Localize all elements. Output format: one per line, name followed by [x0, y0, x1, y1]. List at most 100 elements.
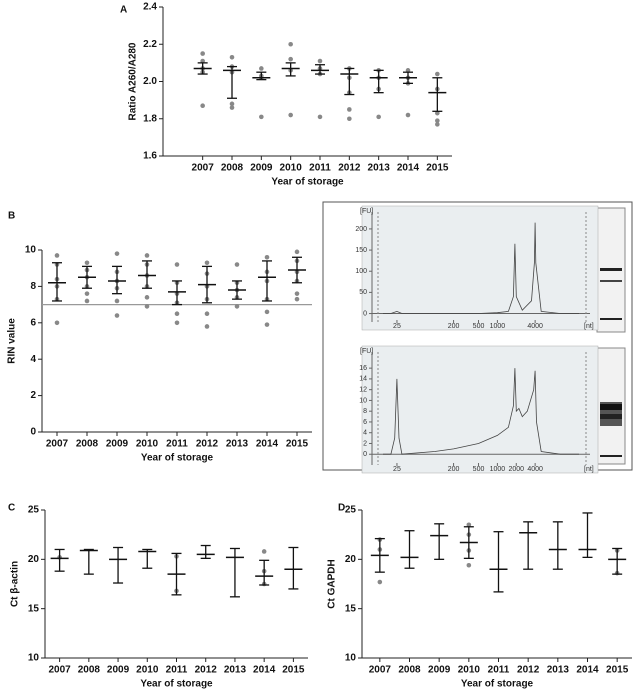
x-tick-label: 2000: [508, 466, 524, 473]
x-tick-label: 2009: [250, 163, 273, 174]
data-point: [114, 251, 120, 256]
x-tick-label: 2012: [517, 665, 540, 676]
y-tick-label: 6: [30, 317, 36, 328]
y-tick-label: 12: [359, 387, 367, 394]
data-point: [347, 116, 352, 122]
data-point: [405, 112, 411, 118]
y-unit-label: [FU]: [360, 348, 373, 355]
data-point: [288, 112, 293, 118]
data-point: [294, 296, 300, 302]
y-tick-label: 2.0: [143, 76, 157, 87]
y-axis-label: Ct GAPDH: [327, 559, 338, 608]
x-tick-label: 2008: [221, 163, 244, 174]
y-tick-label: 10: [28, 653, 40, 664]
panel-letter: A: [120, 5, 127, 16]
data-point: [84, 291, 90, 296]
data-point: [114, 313, 120, 318]
y-tick-label: 25: [345, 505, 357, 516]
y-tick-label: 25: [28, 505, 40, 516]
data-point: [261, 549, 267, 554]
data-point: [405, 68, 411, 73]
y-axis-label: Ratio A260/A280: [128, 42, 139, 120]
x-tick-label: 2007: [46, 439, 69, 450]
data-point: [204, 260, 210, 266]
data-point: [264, 309, 270, 315]
x-tick-label: 2008: [76, 439, 99, 450]
data-point: [200, 51, 205, 56]
x-tick-label: 2015: [286, 439, 309, 450]
y-tick-label: 0: [363, 451, 367, 458]
x-tick-label: 25: [393, 466, 401, 473]
data-point: [84, 298, 90, 304]
x-axis-label: Year of storage: [271, 177, 344, 188]
y-tick-label: 2.2: [143, 39, 157, 50]
gel-band: [600, 268, 622, 271]
data-point: [435, 118, 440, 123]
x-tick-label: 2014: [397, 163, 420, 174]
x-tick-label: 2015: [426, 163, 449, 174]
x-tick-label: 2014: [256, 439, 279, 450]
y-tick-label: 6: [363, 419, 367, 426]
data-point: [204, 324, 210, 329]
data-point: [264, 322, 270, 327]
y-axis-label: RIN value: [7, 318, 18, 364]
y-tick-label: 4: [30, 354, 36, 365]
y-tick-label: 0: [30, 427, 36, 438]
data-point: [204, 311, 210, 317]
y-tick-label: 15: [345, 603, 357, 614]
data-point: [234, 304, 240, 309]
x-tick-label: 2007: [48, 665, 71, 676]
gel-band: [600, 404, 622, 410]
gel-band: [600, 318, 622, 320]
data-point: [229, 101, 235, 107]
data-point: [144, 253, 150, 258]
data-point: [294, 291, 300, 296]
data-point: [200, 103, 205, 109]
y-tick-label: 2: [363, 440, 367, 447]
panel-letter: C: [8, 503, 15, 514]
data-point: [347, 107, 352, 112]
x-tick-label: 500: [473, 323, 485, 330]
data-point: [435, 110, 440, 116]
y-tick-label: 15: [28, 603, 40, 614]
y-tick-label: 2.4: [143, 2, 157, 13]
x-tick-label: 2010: [280, 163, 303, 174]
x-tick-label: 2013: [547, 665, 570, 676]
x-tick-label: 4000: [527, 323, 543, 330]
y-tick-label: 20: [345, 554, 357, 565]
y-tick-label: 1.6: [143, 151, 157, 162]
data-point: [288, 56, 293, 62]
x-tick-label: 2008: [398, 665, 421, 676]
x-tick-label: 2013: [226, 439, 249, 450]
x-tick-label: 2011: [166, 665, 188, 676]
data-point: [54, 320, 60, 326]
y-tick-label: 10: [359, 397, 367, 404]
x-tick-label: 2014: [576, 665, 599, 676]
y-tick-label: 14: [359, 376, 367, 383]
x-tick-label: 4000: [527, 466, 543, 473]
data-point: [376, 114, 381, 120]
x-tick-label: 25: [393, 323, 401, 330]
gel-band: [600, 280, 622, 282]
data-point: [229, 105, 235, 110]
y-tick-label: 200: [355, 226, 367, 233]
gel-band: [600, 455, 622, 457]
data-point: [377, 579, 383, 585]
y-tick-label: 4: [363, 430, 367, 437]
x-tick-label: 2015: [282, 665, 305, 676]
data-point: [144, 295, 150, 300]
data-point: [174, 320, 180, 326]
trace: [383, 368, 579, 455]
data-point: [294, 249, 300, 255]
y-tick-label: 2: [30, 390, 36, 401]
y-tick-label: 50: [359, 289, 367, 296]
data-point: [264, 254, 270, 260]
data-point: [317, 114, 323, 120]
data-point: [229, 54, 235, 60]
y-tick-label: 20: [28, 554, 40, 565]
y-tick-label: 0: [363, 310, 367, 317]
x-tick-label: 2010: [458, 665, 481, 676]
data-point: [317, 58, 323, 64]
data-point: [435, 122, 440, 127]
